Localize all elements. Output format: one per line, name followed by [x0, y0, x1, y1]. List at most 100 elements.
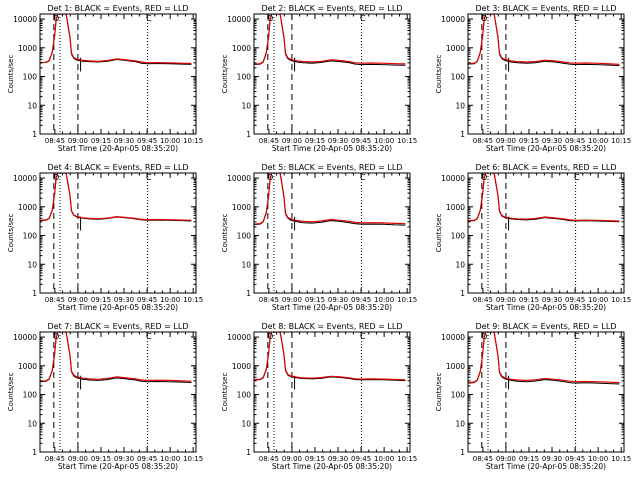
- x-tick-label: 09:30: [114, 455, 134, 463]
- x-tick-label: 08:45: [45, 296, 65, 304]
- x-tick-label: 08:45: [259, 137, 279, 145]
- y-tick-label: 10000: [227, 333, 251, 342]
- y-axis-label: Counts/sec: [435, 373, 443, 412]
- top-marker-glyph: C: [574, 14, 580, 23]
- x-tick-label: 10:15: [183, 455, 203, 463]
- plot-area: [40, 14, 192, 134]
- x-tick-label: 10:00: [588, 455, 608, 463]
- x-tick-label: 08:45: [473, 455, 493, 463]
- plot-frame: [467, 13, 625, 135]
- y-tick-label: 1: [32, 130, 37, 139]
- plot-area: [40, 332, 192, 452]
- y-tick-label: 10: [455, 260, 465, 269]
- x-tick-label: 09:00: [282, 137, 302, 145]
- x-tick-label: 10:00: [160, 137, 180, 145]
- y-tick-label: 1: [460, 130, 465, 139]
- y-tick-label: 1: [246, 130, 251, 139]
- y-tick-label: 100: [23, 73, 38, 82]
- x-tick-label: 09:45: [137, 455, 157, 463]
- y-axis-label: Counts/sec: [221, 55, 229, 94]
- y-tick-label: 100: [23, 391, 38, 400]
- panel-title: Det 9: BLACK = Events, RED = LLD: [476, 322, 617, 331]
- plot-frame: [467, 172, 625, 294]
- x-tick-label: 09:00: [68, 137, 88, 145]
- x-axis-label: Start Time (20-Apr-05 08:35:20): [58, 462, 178, 471]
- y-tick-label: 100: [237, 232, 252, 241]
- lld-series-line: [254, 173, 406, 225]
- top-marker-glyph: O: [53, 173, 59, 182]
- x-tick-label: 09:00: [68, 296, 88, 304]
- x-tick-label: 09:30: [542, 296, 562, 304]
- top-marker-glyph: C: [360, 332, 366, 341]
- plot-frame: [253, 13, 411, 135]
- detector-panel: 1 10 100 1000 10000 08:45 09:00 09:15 09:30 09:45…: [435, 322, 631, 471]
- y-tick-label: 10000: [13, 15, 37, 24]
- x-tick-label: 09:30: [328, 296, 348, 304]
- y-tick-label: 100: [451, 232, 466, 241]
- y-tick-label: 10000: [441, 333, 465, 342]
- x-axis-label: Start Time (20-Apr-05 08:35:20): [272, 462, 392, 471]
- x-tick-label: 09:15: [91, 455, 111, 463]
- x-tick-label: 10:15: [611, 455, 631, 463]
- panel-title: Det 5: BLACK = Events, RED = LLD: [262, 163, 403, 172]
- x-tick-label: 09:30: [328, 455, 348, 463]
- top-marker-glyph: O: [481, 14, 487, 23]
- y-tick-label: 10: [455, 101, 465, 110]
- y-tick-label: 1: [246, 448, 251, 457]
- x-tick-label: 09:15: [305, 296, 325, 304]
- lld-series-line: [40, 14, 192, 65]
- x-tick-label: 09:30: [114, 137, 134, 145]
- y-tick-label: 100: [237, 391, 252, 400]
- x-tick-label: 10:15: [397, 296, 417, 304]
- plot-frame: [39, 13, 197, 135]
- lld-series-line: [254, 332, 406, 381]
- plot-frame: [253, 331, 411, 453]
- panel-title: Det 7: BLACK = Events, RED = LLD: [48, 322, 189, 331]
- x-tick-label: 09:30: [542, 137, 562, 145]
- top-marker-glyph: O: [481, 173, 487, 182]
- y-axis-label: Counts/sec: [435, 214, 443, 253]
- y-tick-label: 100: [23, 232, 38, 241]
- top-marker-glyph: O: [267, 14, 273, 23]
- y-tick-label: 10000: [13, 174, 37, 183]
- x-tick-label: 09:15: [519, 137, 539, 145]
- y-tick-label: 1: [32, 289, 37, 298]
- x-tick-label: 09:45: [351, 455, 371, 463]
- y-tick-label: 10000: [13, 333, 37, 342]
- x-tick-label: 10:15: [397, 137, 417, 145]
- panel-title: Det 6: BLACK = Events, RED = LLD: [476, 163, 617, 172]
- x-tick-label: 10:00: [374, 296, 394, 304]
- x-tick-label: 08:45: [259, 455, 279, 463]
- plot-area: [254, 332, 406, 452]
- x-axis-label: Start Time (20-Apr-05 08:35:20): [486, 462, 606, 471]
- y-tick-label: 1000: [18, 203, 37, 212]
- y-tick-label: 1000: [232, 362, 251, 371]
- y-tick-label: 1000: [446, 203, 465, 212]
- panel-title: Det 3: BLACK = Events, RED = LLD: [476, 4, 617, 13]
- y-tick-label: 10: [455, 419, 465, 428]
- plot-frame: [253, 172, 411, 294]
- x-tick-label: 09:45: [565, 137, 585, 145]
- x-tick-label: 10:00: [374, 455, 394, 463]
- panel-title: Det 1: BLACK = Events, RED = LLD: [48, 4, 189, 13]
- detector-panel: 1 10 100 1000 10000 08:45 09:00 09:15 09:30 09:45…: [7, 4, 203, 153]
- plot-area: [254, 14, 406, 134]
- x-tick-label: 10:00: [160, 455, 180, 463]
- x-tick-label: 09:00: [496, 137, 516, 145]
- y-axis-label: Counts/sec: [7, 373, 15, 412]
- x-axis-label: Start Time (20-Apr-05 08:35:20): [272, 144, 392, 153]
- y-tick-label: 10000: [227, 174, 251, 183]
- y-tick-label: 1: [246, 289, 251, 298]
- x-tick-label: 09:15: [91, 296, 111, 304]
- detector-panel: 1 10 100 1000 10000 08:45 09:00 09:15 09:30 09:45…: [221, 322, 417, 471]
- plot-area: [40, 173, 192, 293]
- y-axis-label: Counts/sec: [7, 55, 15, 94]
- x-tick-label: 09:45: [565, 455, 585, 463]
- events-series-line: [40, 14, 192, 65]
- panel-title: Det 2: BLACK = Events, RED = LLD: [262, 4, 403, 13]
- y-axis-label: Counts/sec: [221, 214, 229, 253]
- plot-area: [468, 173, 620, 293]
- top-marker-glyph: C: [360, 173, 366, 182]
- x-axis-label: Start Time (20-Apr-05 08:35:20): [486, 144, 606, 153]
- top-marker-glyph: O: [267, 173, 273, 182]
